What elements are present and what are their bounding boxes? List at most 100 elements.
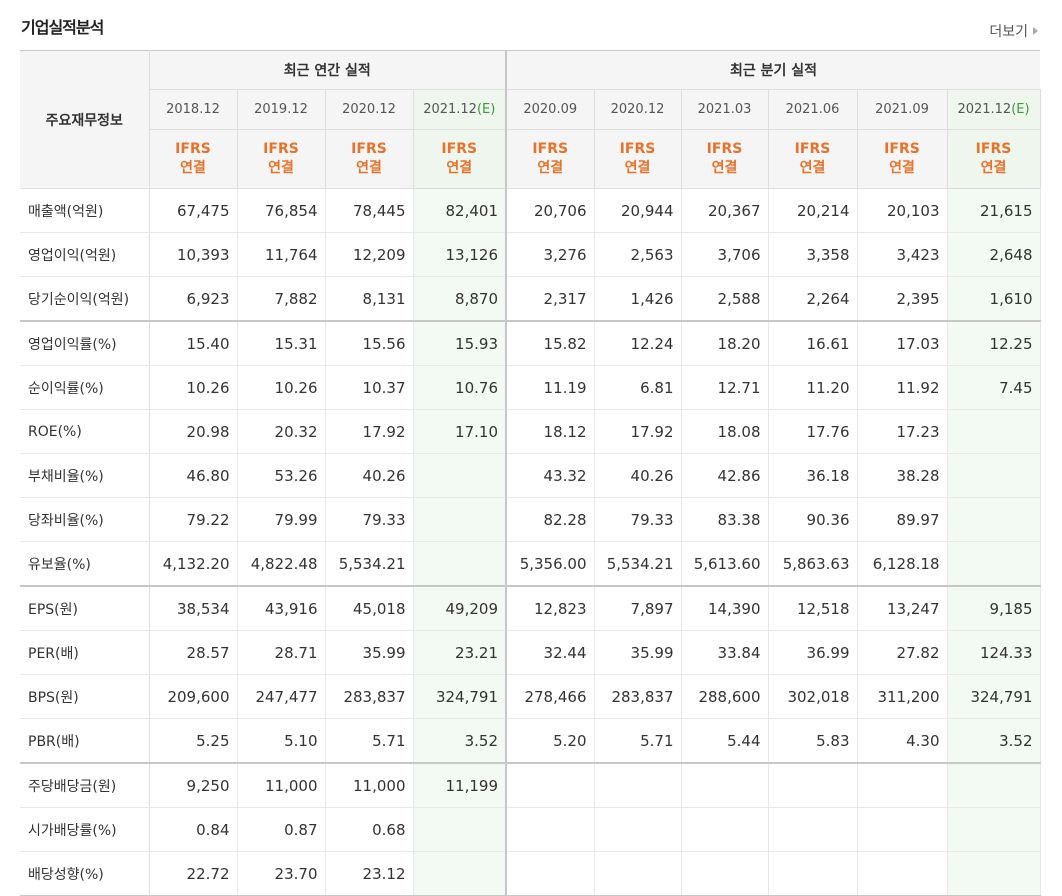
table-cell — [857, 807, 948, 852]
table-cell: 49,209 — [413, 585, 507, 631]
table-cell: 2,264 — [768, 276, 858, 322]
ifrs-label: IFRS — [706, 141, 743, 157]
ifrs-header: IFRS 연결 — [947, 129, 1041, 189]
row-label: ROE(%) — [20, 409, 150, 454]
table-cell: 43.32 — [505, 453, 595, 498]
row-label: 배당성향(%) — [20, 851, 150, 896]
table-cell: 43,916 — [237, 585, 326, 631]
table-cell: 17.92 — [325, 409, 414, 454]
table-cell: 11.20 — [768, 365, 858, 410]
table-cell — [947, 497, 1041, 542]
table-row: 유보율(%) 4,132.20 4,822.48 5,534.21 5,356.00 5,… — [20, 541, 1041, 587]
row-label: 영업이익률(%) — [20, 320, 150, 366]
table-cell: 28.57 — [149, 630, 238, 675]
table-cell: 7,882 — [237, 276, 326, 322]
table-cell: 3,706 — [681, 232, 769, 277]
period-label: 2020.12 — [342, 102, 396, 117]
table-cell: 20.32 — [237, 409, 326, 454]
table-cell — [947, 453, 1041, 498]
table-cell: 10.76 — [413, 365, 507, 410]
period-label: 2020.12 — [610, 102, 665, 117]
ifrs-header: IFRS 연결 — [505, 129, 595, 189]
table-cell: 4,822.48 — [237, 541, 326, 587]
period-header: 2021.12(E) — [947, 89, 1041, 130]
more-link[interactable]: 더보기 — [989, 21, 1038, 41]
table-cell: 324,791 — [413, 674, 507, 719]
consolidated-label: 연결 — [180, 160, 206, 176]
table-cell: 7,897 — [594, 585, 682, 631]
table-cell: 12,823 — [505, 585, 595, 631]
period-label: 2021.03 — [697, 102, 752, 117]
table-cell: 6,128.18 — [857, 541, 948, 587]
table-cell: 247,477 — [237, 674, 326, 719]
consolidated-label: 연결 — [268, 160, 294, 176]
table-cell: 5.44 — [681, 718, 769, 764]
ifrs-header: IFRS 연결 — [768, 129, 858, 189]
table-cell — [947, 807, 1041, 852]
section-title: 기업실적분석 — [21, 18, 104, 37]
table-cell: 283,837 — [325, 674, 414, 719]
ifrs-label: IFRS — [884, 141, 920, 157]
row-label: 당좌비율(%) — [20, 497, 150, 542]
row-label: 매출액(억원) — [20, 188, 150, 233]
table-cell: 79.33 — [325, 497, 414, 542]
table-row: 당좌비율(%) 79.22 79.99 79.33 82.28 79.33 83.38 90.… — [20, 497, 1041, 542]
table-row: PBR(배) 5.25 5.10 5.71 3.52 5.20 5.71 5.44 5.83 4.… — [20, 718, 1041, 764]
table-row: 순이익률(%) 10.26 10.26 10.37 10.76 11.19 6.81 12.7… — [20, 365, 1041, 410]
more-label: 더보기 — [989, 24, 1028, 40]
table-cell: 16.61 — [768, 320, 858, 366]
table-cell: 0.68 — [325, 807, 414, 852]
ifrs-label: IFRS — [532, 141, 569, 157]
table-cell: 17.23 — [857, 409, 948, 454]
table-cell: 5.20 — [505, 718, 595, 764]
period-label: 2018.12 — [166, 102, 220, 117]
estimate-badge: (E) — [476, 102, 496, 117]
table-row: 주당배당금(원) 9,250 11,000 11,000 11,199 — [20, 762, 1041, 808]
table-cell: 67,475 — [149, 188, 238, 233]
table-cell — [768, 807, 858, 852]
table-cell: 23.12 — [325, 851, 414, 896]
table-cell: 0.87 — [237, 807, 326, 852]
period-header: 2021.12(E) — [413, 89, 507, 130]
ifrs-header: IFRS 연결 — [149, 129, 238, 189]
ifrs-header: IFRS 연결 — [681, 129, 769, 189]
table-cell: 3.52 — [947, 718, 1041, 764]
table-cell: 20,944 — [594, 188, 682, 233]
quarter-group-header: 최근 분기 실적 — [506, 50, 1040, 90]
table-cell — [505, 762, 595, 808]
table-cell: 79.33 — [594, 497, 682, 542]
period-label: 2019.12 — [254, 102, 308, 117]
period-header: 2020.09 — [505, 89, 595, 130]
table-cell: 209,600 — [149, 674, 238, 719]
table-cell: 15.56 — [325, 320, 414, 366]
row-label: PER(배) — [20, 630, 150, 675]
table-cell: 8,870 — [413, 276, 507, 322]
ifrs-label: IFRS — [975, 141, 1012, 157]
row-label: 유보율(%) — [20, 541, 150, 587]
table-cell: 15.93 — [413, 320, 507, 366]
table-row: 매출액(억원) 67,475 76,854 78,445 82,401 20,706 20,… — [20, 188, 1041, 233]
ifrs-label: IFRS — [619, 141, 656, 157]
table-cell: 33.84 — [681, 630, 769, 675]
consolidated-label: 연결 — [711, 160, 738, 176]
table-cell: 11,199 — [413, 762, 507, 808]
table-cell: 5,534.21 — [594, 541, 682, 587]
table-cell: 324,791 — [947, 674, 1041, 719]
table-cell: 14,390 — [681, 585, 769, 631]
ifrs-header: IFRS 연결 — [413, 129, 507, 189]
table-cell: 5.10 — [237, 718, 326, 764]
table-cell: 15.82 — [505, 320, 595, 366]
row-label: BPS(원) — [20, 674, 150, 719]
table-cell: 53.26 — [237, 453, 326, 498]
table-cell: 2,648 — [947, 232, 1041, 277]
table-cell: 2,317 — [505, 276, 595, 322]
consolidated-label: 연결 — [889, 160, 915, 176]
period-label: 2021.12 — [423, 102, 477, 117]
table-cell — [947, 762, 1041, 808]
table-cell: 3,358 — [768, 232, 858, 277]
table-row: EPS(원) 38,534 43,916 45,018 49,209 12,823 7,89… — [20, 585, 1041, 631]
table-cell: 15.31 — [237, 320, 326, 366]
period-header: 2021.06 — [768, 89, 858, 130]
table-cell: 18.12 — [505, 409, 595, 454]
table-cell: 18.08 — [681, 409, 769, 454]
